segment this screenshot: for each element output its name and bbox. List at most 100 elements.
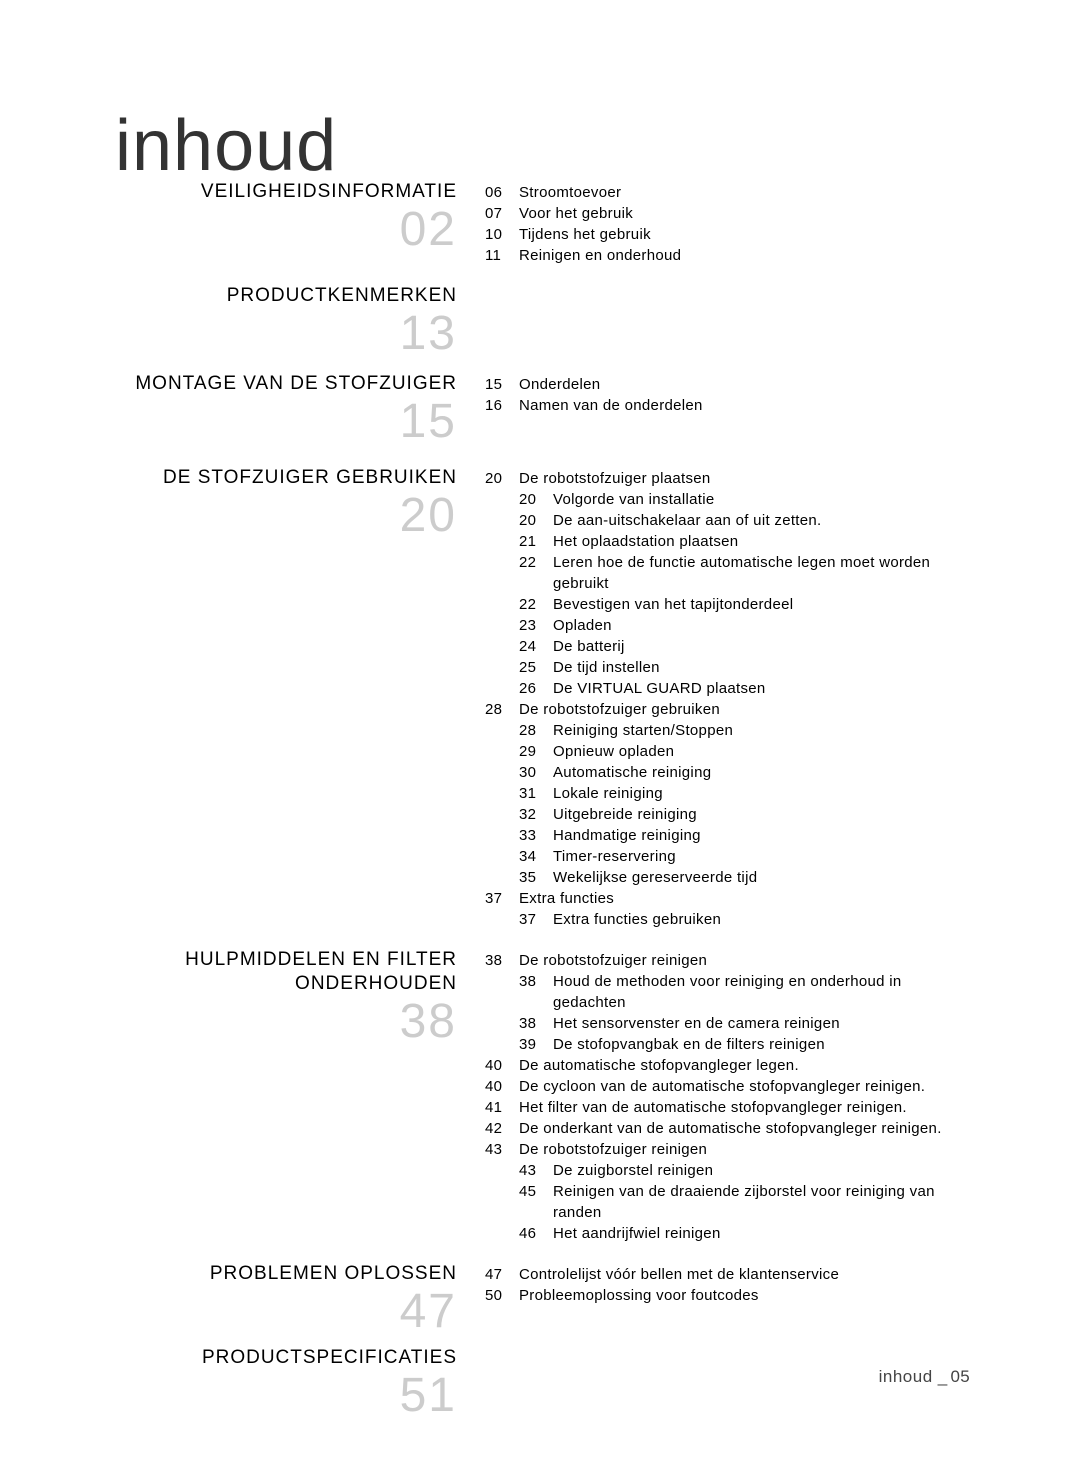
toc-entry: 47Controlelijst vóór bellen met de klant… [485, 1264, 970, 1285]
toc-entry: 06Stroomtoevoer [485, 182, 970, 203]
sub-entry-page: 29 [519, 741, 553, 762]
toc-section: HULPMIDDELEN EN FILTER ONDERHOUDEN3838De… [115, 948, 970, 1244]
section-left: VEILIGHEIDSINFORMATIE02 [115, 180, 485, 256]
toc-sub-entry: 33Handmatige reiniging [519, 825, 970, 846]
section-left: HULPMIDDELEN EN FILTER ONDERHOUDEN38 [115, 948, 485, 1048]
section-heading: PRODUCTKENMERKEN [115, 284, 457, 308]
sub-entry-text: Reiniging starten/Stoppen [553, 720, 970, 741]
section-entries: 47Controlelijst vóór bellen met de klant… [485, 1262, 970, 1306]
sub-entry-text: De zuigborstel reinigen [553, 1160, 970, 1181]
section-heading: HULPMIDDELEN EN FILTER ONDERHOUDEN [115, 948, 457, 996]
toc-sub-entry: 22Leren hoe de functie automatische lege… [519, 552, 970, 594]
toc-sub-entry: 22Bevestigen van het tapijtonderdeel [519, 594, 970, 615]
toc-entry: 50Probleemoplossing voor foutcodes [485, 1285, 970, 1306]
sub-entry-page: 38 [519, 1013, 553, 1034]
entry-page: 11 [485, 245, 519, 266]
section-left: PRODUCTKENMERKEN13 [115, 284, 485, 360]
toc-sub-entry: 45Reinigen van de draaiende zijborstel v… [519, 1181, 970, 1223]
sub-entry-text: Leren hoe de functie automatische legen … [553, 552, 970, 594]
toc-sub-entry: 23Opladen [519, 615, 970, 636]
sub-entry-page: 26 [519, 678, 553, 699]
toc-section: MONTAGE VAN DE STOFZUIGER1515Onderdelen1… [115, 372, 970, 448]
toc-sub-entry: 20De aan-uitschakelaar aan of uit zetten… [519, 510, 970, 531]
sub-entry-page: 43 [519, 1160, 553, 1181]
sub-entry-text: De tijd instellen [553, 657, 970, 678]
toc-sub-entry: 35Wekelijkse gereserveerde tijd [519, 867, 970, 888]
toc-sub-entry: 25De tijd instellen [519, 657, 970, 678]
section-heading: VEILIGHEIDSINFORMATIE [115, 180, 457, 204]
sub-entry-text: Volgorde van installatie [553, 489, 970, 510]
section-left: DE STOFZUIGER GEBRUIKEN20 [115, 466, 485, 542]
page-title: inhoud [115, 105, 337, 187]
sub-entry-page: 38 [519, 971, 553, 1013]
sub-entry-page: 35 [519, 867, 553, 888]
entry-page: 20 [485, 468, 519, 489]
entry-page: 42 [485, 1118, 519, 1139]
entry-page: 16 [485, 395, 519, 416]
section-heading: MONTAGE VAN DE STOFZUIGER [115, 372, 457, 396]
entry-text: De automatische stofopvangleger legen. [519, 1055, 970, 1076]
sub-entry-text: Het aandrijfwiel reinigen [553, 1223, 970, 1244]
footer-label: inhoud [879, 1367, 933, 1386]
toc-sub-entry: 31Lokale reiniging [519, 783, 970, 804]
sub-entry-page: 45 [519, 1181, 553, 1223]
sub-entry-page: 34 [519, 846, 553, 867]
entry-text: Onderdelen [519, 374, 970, 395]
toc-sub-entry: 30Automatische reiniging [519, 762, 970, 783]
entry-text: De robotstofzuiger gebruiken [519, 699, 970, 720]
entry-page: 43 [485, 1139, 519, 1160]
entry-text: Voor het gebruik [519, 203, 970, 224]
table-of-contents: VEILIGHEIDSINFORMATIE0206Stroomtoevoer07… [115, 180, 970, 1422]
toc-section: PROBLEMEN OPLOSSEN4747Controlelijst vóór… [115, 1262, 970, 1338]
entry-page: 10 [485, 224, 519, 245]
sub-entry-page: 20 [519, 489, 553, 510]
entry-page: 47 [485, 1264, 519, 1285]
sub-entry-page: 20 [519, 510, 553, 531]
section-heading: DE STOFZUIGER GEBRUIKEN [115, 466, 457, 490]
toc-entry: 11Reinigen en onderhoud [485, 245, 970, 266]
sub-entries: 37Extra functies gebruiken [485, 909, 970, 930]
sub-entry-page: 21 [519, 531, 553, 552]
section-number: 15 [115, 396, 457, 448]
sub-entry-page: 30 [519, 762, 553, 783]
sub-entry-page: 33 [519, 825, 553, 846]
entry-text: Reinigen en onderhoud [519, 245, 970, 266]
entry-page: 38 [485, 950, 519, 971]
section-number: 47 [115, 1286, 457, 1338]
footer-page-number: 05 [950, 1367, 970, 1386]
toc-entry: 43De robotstofzuiger reinigen [485, 1139, 970, 1160]
sub-entry-text: De VIRTUAL GUARD plaatsen [553, 678, 970, 699]
toc-entry: 20De robotstofzuiger plaatsen [485, 468, 970, 489]
entry-text: De robotstofzuiger reinigen [519, 950, 970, 971]
sub-entry-text: Wekelijkse gereserveerde tijd [553, 867, 970, 888]
section-number: 38 [115, 996, 457, 1048]
toc-sub-entry: 37Extra functies gebruiken [519, 909, 970, 930]
sub-entry-page: 32 [519, 804, 553, 825]
entry-page: 50 [485, 1285, 519, 1306]
entry-page: 15 [485, 374, 519, 395]
entry-text: Namen van de onderdelen [519, 395, 970, 416]
sub-entry-text: Houd de methoden voor reiniging en onder… [553, 971, 970, 1013]
sub-entry-page: 37 [519, 909, 553, 930]
sub-entry-text: Extra functies gebruiken [553, 909, 970, 930]
entry-text: Het filter van de automatische stofopvan… [519, 1097, 970, 1118]
toc-entry: 41Het filter van de automatische stofopv… [485, 1097, 970, 1118]
sub-entry-text: Automatische reiniging [553, 762, 970, 783]
toc-sub-entry: 43De zuigborstel reinigen [519, 1160, 970, 1181]
page-footer: inhoud _05 [879, 1367, 970, 1387]
entry-page: 37 [485, 888, 519, 909]
sub-entries: 43De zuigborstel reinigen45Reinigen van … [485, 1160, 970, 1244]
section-heading: PROBLEMEN OPLOSSEN [115, 1262, 457, 1286]
entry-page: 07 [485, 203, 519, 224]
toc-sub-entry: 28Reiniging starten/Stoppen [519, 720, 970, 741]
sub-entry-page: 31 [519, 783, 553, 804]
toc-entry: 42De onderkant van de automatische stofo… [485, 1118, 970, 1139]
entry-text: Controlelijst vóór bellen met de klanten… [519, 1264, 970, 1285]
entry-page: 41 [485, 1097, 519, 1118]
toc-sub-entry: 21Het oplaadstation plaatsen [519, 531, 970, 552]
sub-entry-text: Timer-reservering [553, 846, 970, 867]
toc-sub-entry: 20Volgorde van installatie [519, 489, 970, 510]
toc-entry: 16Namen van de onderdelen [485, 395, 970, 416]
section-entries [485, 1346, 970, 1348]
toc-entry: 07Voor het gebruik [485, 203, 970, 224]
